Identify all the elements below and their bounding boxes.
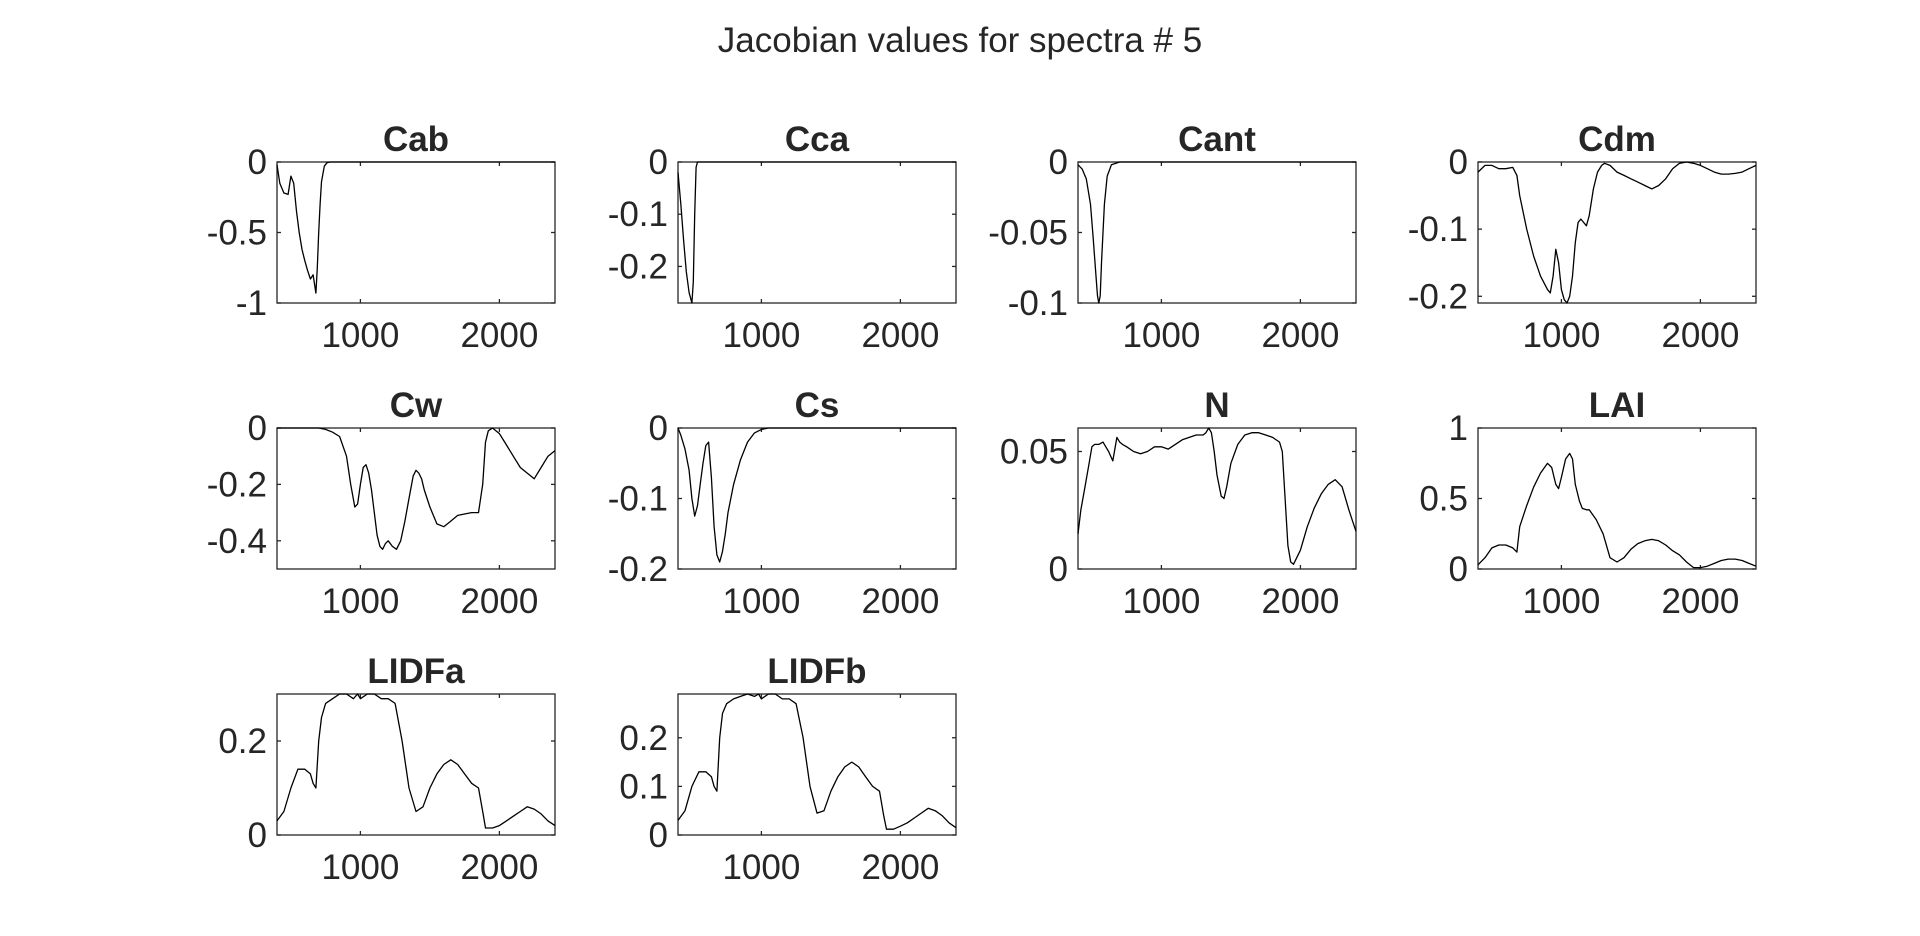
y-tick-label: -0.2 (608, 550, 668, 589)
y-tick-label: 0.5 (1419, 480, 1468, 519)
panel-title: Cdm (1578, 120, 1656, 159)
y-tick-label: -0.1 (1008, 284, 1068, 323)
y-tick-label: -0.05 (988, 214, 1068, 253)
subplot-cw: Cw 0 -0.2 -0.4 1000 2000 (207, 386, 556, 621)
x-tick-label: 1000 (722, 582, 800, 621)
series-line (677, 161, 956, 304)
series-line (1477, 161, 1757, 304)
subplot-cca: Cca 0 -0.1 -0.2 1000 2000 (608, 120, 957, 355)
series-line (1077, 427, 1357, 565)
x-tick-label: 2000 (1661, 316, 1739, 355)
x-tick-label: 2000 (1661, 582, 1739, 621)
axes-frame (677, 161, 957, 304)
y-tick-label: 0.2 (619, 719, 668, 758)
axes-frame (276, 693, 556, 836)
axes-frame (1477, 427, 1757, 570)
series-line (677, 693, 957, 830)
y-tick-label: -0.1 (1408, 210, 1468, 249)
x-tick-label: 2000 (460, 316, 538, 355)
y-tick-label: -0.1 (608, 480, 668, 519)
axes-frame (1077, 161, 1357, 304)
axes-frame (276, 161, 556, 304)
panel-title: Cw (390, 386, 443, 425)
series-line (1077, 161, 1356, 304)
x-tick-label: 1000 (321, 316, 399, 355)
y-tick-label: 0 (1049, 143, 1068, 182)
y-tick-label: -0.2 (207, 465, 267, 504)
figure-title: Jacobian values for spectra # 5 (718, 21, 1202, 60)
panel-title: Cab (383, 120, 449, 159)
x-tick-label: 2000 (861, 582, 939, 621)
y-tick-label: -0.1 (608, 195, 668, 234)
axes-frame (677, 427, 957, 570)
panel-title: Cant (1178, 120, 1256, 159)
x-tick-label: 2000 (861, 316, 939, 355)
panel-title: Cs (795, 386, 840, 425)
panel-title: LAI (1589, 386, 1645, 425)
y-tick-label: -0.2 (1408, 277, 1468, 316)
panel-title: LIDFa (367, 652, 465, 691)
y-tick-label: 0 (248, 143, 267, 182)
x-tick-label: 1000 (321, 582, 399, 621)
subplot-n: N 0 0.05 1000 2000 (1000, 386, 1357, 621)
series-line (1477, 452, 1757, 569)
x-tick-label: 2000 (460, 582, 538, 621)
y-tick-label: -1 (236, 284, 267, 323)
y-tick-label: -0.4 (207, 522, 267, 561)
y-tick-label: 0 (1449, 550, 1468, 589)
series-line (677, 427, 956, 563)
x-tick-label: 1000 (1522, 582, 1600, 621)
x-tick-label: 1000 (1122, 582, 1200, 621)
y-tick-label: 0 (649, 143, 668, 182)
x-tick-label: 1000 (1122, 316, 1200, 355)
y-tick-label: 0 (649, 816, 668, 855)
subplot-cdm: Cdm 0 -0.1 -0.2 1000 2000 (1408, 120, 1757, 355)
axes-frame (1477, 161, 1757, 304)
axes-frame (677, 693, 957, 836)
subplot-cs: Cs 0 -0.1 -0.2 1000 2000 (608, 386, 957, 621)
subplot-lidfa: LIDFa 0 0.2 1000 2000 (218, 652, 556, 887)
x-tick-label: 1000 (722, 848, 800, 887)
y-tick-label: -0.2 (608, 247, 668, 286)
x-tick-label: 2000 (1261, 316, 1339, 355)
y-tick-label: 0.05 (1000, 433, 1068, 472)
y-tick-label: 1 (1449, 409, 1468, 448)
y-tick-label: 0 (248, 816, 267, 855)
y-tick-label: -0.5 (207, 214, 267, 253)
subplot-lidfb: LIDFb 0 0.1 0.2 1000 2000 (619, 652, 957, 887)
panel-title: N (1204, 386, 1229, 425)
y-tick-label: 0.2 (218, 722, 267, 761)
y-tick-label: 0.1 (619, 767, 668, 806)
panel-title: Cca (785, 120, 850, 159)
subplot-lai: LAI 0 0.5 1 1000 2000 (1419, 386, 1757, 621)
series-line (276, 693, 556, 829)
axes-frame (276, 427, 556, 570)
axes-frame (1077, 427, 1357, 570)
x-tick-label: 1000 (321, 848, 399, 887)
subplot-cab: Cab 0 -0.5 -1 1000 2000 (207, 120, 556, 355)
x-tick-label: 1000 (1522, 316, 1600, 355)
x-tick-label: 2000 (1261, 582, 1339, 621)
x-tick-label: 2000 (861, 848, 939, 887)
x-tick-label: 2000 (460, 848, 538, 887)
series-line (276, 161, 555, 294)
y-tick-label: 0 (1449, 143, 1468, 182)
y-tick-label: 0 (649, 409, 668, 448)
y-tick-label: 0 (1049, 550, 1068, 589)
panel-title: LIDFb (767, 652, 866, 691)
x-tick-label: 1000 (722, 316, 800, 355)
subplot-cant: Cant 0 -0.05 -0.1 1000 2000 (988, 120, 1357, 355)
y-tick-label: 0 (248, 409, 267, 448)
series-line (277, 427, 556, 550)
